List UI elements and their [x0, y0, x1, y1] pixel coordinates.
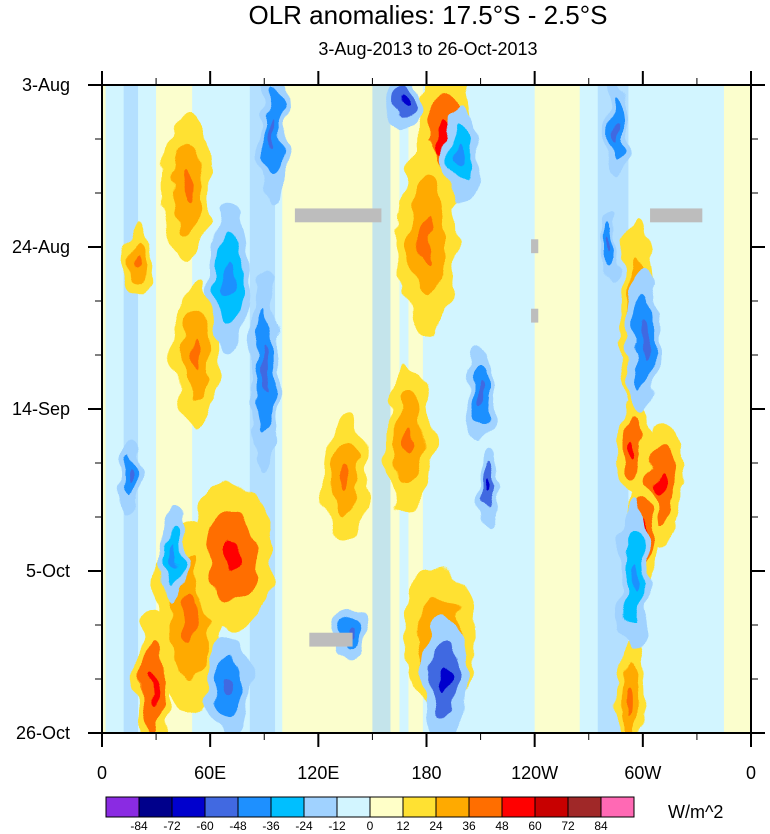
near-zero-band: [723, 85, 751, 733]
negative-anomaly-core: [458, 143, 467, 166]
colorbar-swatch: [468, 796, 503, 818]
colorbar-swatch: [402, 796, 437, 818]
positive-anomaly-core: [627, 688, 634, 716]
negative-anomaly-core: [613, 120, 619, 143]
x-tick-label: 0: [97, 763, 107, 783]
colorbar-level-label: -12: [328, 819, 346, 833]
colorbar-level-label: 12: [396, 819, 410, 833]
colorbar-level-label: 60: [528, 819, 542, 833]
positive-anomaly-core: [340, 464, 351, 492]
colorbar-level-label: -60: [196, 819, 214, 833]
colorbar-swatch: [534, 796, 569, 818]
negative-anomaly-core: [477, 382, 484, 405]
colorbar-swatch: [237, 796, 272, 818]
colorbar-swatch: [600, 796, 635, 818]
colorbar-swatch: [369, 796, 404, 818]
x-axis: 0 60E 120E 180 120W 60W 0: [97, 71, 756, 783]
colorbar-swatch: [501, 796, 536, 818]
chart-subtitle: 3-Aug-2013 to 26-Oct-2013: [318, 39, 538, 59]
colorbar-level-label: -48: [229, 819, 247, 833]
positive-anomaly-core: [134, 254, 142, 271]
positive-anomaly-core: [403, 423, 414, 457]
missing-data-box: [531, 308, 539, 323]
colorbar-level-label: -36: [262, 819, 280, 833]
negative-anomaly-core: [401, 95, 409, 106]
x-tick-label: 180: [411, 763, 441, 783]
missing-data-box: [650, 208, 703, 223]
negative-anomaly-core: [223, 261, 233, 295]
positive-anomaly-core: [190, 338, 201, 372]
y-tick-label: 5-Oct: [26, 561, 70, 581]
negative-anomaly-core: [630, 562, 637, 595]
colorbar-swatch: [435, 796, 470, 818]
colorbar-swatch: [204, 796, 239, 818]
plot-area: [101, 84, 752, 734]
negative-anomaly-core: [608, 238, 613, 256]
colorbar-swatch: [105, 796, 140, 818]
missing-data-box: [294, 208, 382, 223]
negative-anomaly-core: [439, 665, 450, 693]
positive-anomaly-core: [148, 670, 157, 703]
colorbar-level-label: 0: [367, 819, 374, 833]
colorbar-level-label: -72: [163, 819, 181, 833]
colorbar-swatch: [138, 796, 173, 818]
y-tick-label: 26-Oct: [16, 723, 70, 743]
colorbar: -84 -72 -60 -48 -36 -24 -12 0 12 24 36 48 60 72 84: [105, 796, 635, 833]
colorbar-level-label: 36: [462, 819, 476, 833]
chart-title: OLR anomalies: 17.5°S - 2.5°S: [248, 0, 608, 30]
negative-anomaly-core: [171, 544, 177, 567]
x-tick-label: 60E: [194, 763, 226, 783]
x-tick-label: 60W: [624, 763, 661, 783]
colorbar-swatch: [336, 796, 371, 818]
y-tick-label: 24-Aug: [12, 237, 70, 257]
positive-anomaly-core: [222, 539, 241, 572]
colorbar-level-label: -24: [295, 819, 313, 833]
near-zero-band: [102, 85, 106, 733]
colorbar-swatch: [567, 796, 602, 818]
colorbar-level-label: 72: [561, 819, 575, 833]
weak-negative-band: [123, 85, 139, 733]
y-tick-label: 3-Aug: [22, 75, 70, 95]
colorbar-level-label: 84: [594, 819, 608, 833]
colorbar-level-label: 24: [429, 819, 443, 833]
near-zero-band: [534, 85, 580, 733]
negative-anomaly-core: [639, 323, 647, 356]
colorbar-swatch: [303, 796, 338, 818]
positive-anomaly-core: [420, 217, 433, 261]
negative-anomaly-core: [487, 478, 493, 495]
colorbar-units-label: W/m^2: [668, 802, 724, 822]
y-axis: 3-Aug 24-Aug 14-Sep 5-Oct 26-Oct: [12, 75, 765, 743]
negative-anomaly-core: [223, 675, 234, 698]
missing-data-box: [531, 239, 539, 254]
x-tick-label: 120E: [297, 763, 339, 783]
positive-anomaly-core: [630, 436, 638, 459]
y-tick-label: 14-Sep: [12, 399, 70, 419]
negative-anomaly-core: [270, 115, 277, 148]
negative-anomaly-core: [261, 348, 268, 393]
colorbar-level-label: 48: [495, 819, 509, 833]
positive-anomaly-core: [182, 595, 198, 639]
positive-anomaly-core: [655, 472, 666, 500]
missing-data-box: [309, 632, 353, 647]
colorbar-swatch: [270, 796, 305, 818]
colorbar-swatch: [171, 796, 206, 818]
x-tick-label: 0: [746, 763, 756, 783]
positive-anomaly-core: [181, 169, 192, 202]
colorbar-level-label: -84: [130, 819, 148, 833]
weak-negative-band: [372, 85, 391, 733]
negative-anomaly-core: [126, 470, 132, 487]
x-tick-label: 120W: [511, 763, 558, 783]
